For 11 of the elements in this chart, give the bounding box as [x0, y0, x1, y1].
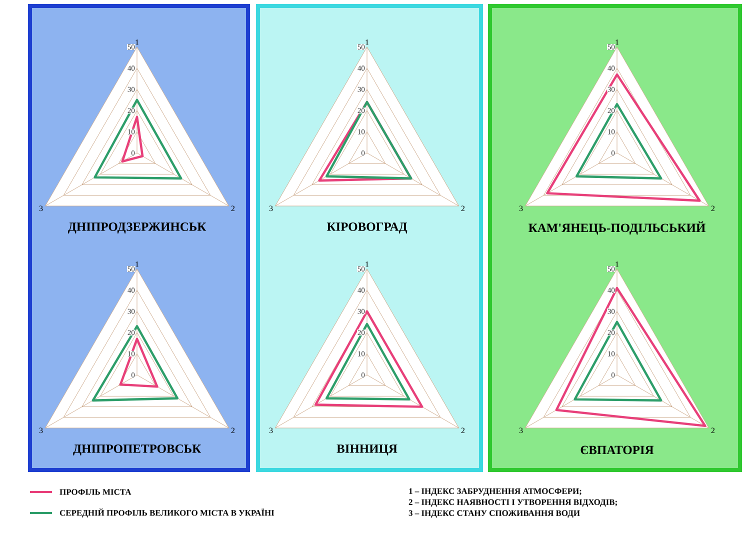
legend-label: ПРОФІЛЬ МІСТА [60, 489, 132, 495]
text: ДНІПРОДЗЕРЖИНСЬК [68, 222, 206, 234]
text: ДНІПРОПЕТРОВСЬК [73, 444, 201, 456]
text: КАМ'ЯНЕЦЬ-ПОДІЛЬСЬКИЙ [528, 221, 706, 235]
text: 3 – ІНДЕКС СТАНУ СПОЖИВАННЯ ВОДИ [408, 510, 580, 518]
text: 2 – ІНДЕКС НАЯВНОСТІ І УТВОРЕННЯ ВІДХОДІВ; [408, 499, 617, 507]
legend-label: СЕРЕДНІЙ ПРОФІЛЬ ВЕЛИКОГО МІСТА В УКРАЇНІ [60, 508, 274, 518]
text: ЄВПАТОРІЯ [580, 446, 654, 454]
text: КІРОВОГРАД [326, 222, 408, 234]
text: ВІННИЦЯ [336, 444, 398, 456]
text: 1 – ІНДЕКС ЗАБРУДНЕННЯ АТМОСФЕРИ; [409, 488, 582, 496]
